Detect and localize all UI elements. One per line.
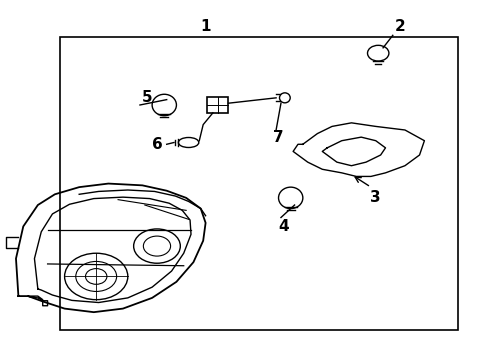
Text: 5: 5	[142, 90, 152, 105]
Text: 2: 2	[394, 19, 405, 34]
Text: 7: 7	[273, 130, 283, 145]
Bar	[206, 97, 228, 113]
Text: 6: 6	[151, 137, 162, 152]
Text: 1: 1	[200, 19, 210, 34]
Text: 3: 3	[370, 190, 380, 205]
Text: 4: 4	[278, 219, 288, 234]
Bar	[60, 37, 458, 330]
